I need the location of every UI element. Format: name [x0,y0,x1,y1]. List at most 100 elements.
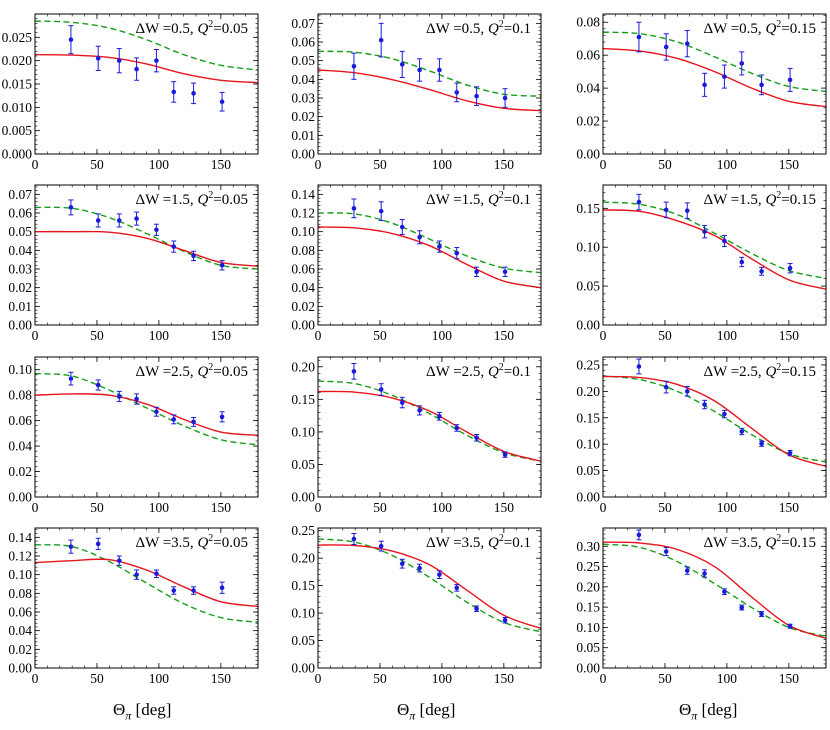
data-point [68,37,74,42]
title-value: =0.1 [504,364,531,380]
title-exponent: 2 [499,190,504,201]
x-tick-label: 150 [779,500,800,515]
x-tick-label: 150 [494,671,515,686]
x-tick-label: 150 [211,157,232,172]
title-value: =0.15 [781,192,816,208]
solid-model-line [318,544,541,630]
y-tick-label: 0.03 [291,91,315,106]
x-tick-label: 100 [149,157,170,172]
title-exponent: 2 [776,533,781,544]
solid-model-line [603,375,826,468]
y-tick-label: 0.04 [8,439,32,454]
data-point [474,93,479,99]
panel-title: ΔW =2.5, Q2=0.05 [135,362,248,380]
data-series [68,199,225,271]
y-tick-label: 0.10 [291,224,315,239]
y-tick-label: 0.000 [2,147,33,162]
data-point [722,589,727,595]
title-exponent: 2 [776,362,781,373]
y-tick-label: 0.08 [291,243,315,258]
data-point [636,34,642,40]
x-tick-label: 50 [90,157,104,172]
title-exponent: 2 [499,362,504,373]
panel-title: ΔW =2.5, Q2=0.1 [426,362,531,380]
x-axis-label-sub: π [691,708,698,723]
y-tick-label: 0.05 [576,279,600,294]
title-delta-w: ΔW =0.5, [426,21,488,37]
y-tick-label: 0.15 [576,600,600,615]
y-tick-label: 0.00 [291,318,315,333]
title-value: =0.05 [213,192,248,208]
y-tick-label: 0.07 [291,16,315,31]
x-axis-label-unit: [deg] [131,700,172,719]
title-q: Q [488,21,499,37]
panel-frame [34,527,259,669]
data-point [116,558,122,563]
data-point [95,56,101,61]
data-point [171,417,177,422]
panel-12: 0.00 0.05 0.10 0.15 0.20 0.25 0.30 0 50 100 150 ΔW … [576,527,827,686]
x-axis-label-col2: Θπ [deg] [397,700,455,723]
y-tick-label: 0.10 [576,240,600,255]
title-value: =0.1 [504,535,531,551]
model-curves [603,375,826,468]
data-point [95,382,101,388]
x-tick-label: 100 [717,500,738,515]
solid-model-line [35,53,258,84]
data-series [351,22,508,108]
data-point [663,384,669,390]
y-tick-label: 0.06 [576,48,600,63]
data-point [378,208,384,214]
data-point [134,66,139,72]
x-tick-label: 0 [600,500,607,515]
data-point [378,37,384,43]
y-tick-label: 0.25 [576,357,600,372]
x-tick-label: 50 [373,500,387,515]
y-tick-label: 0.14 [8,530,32,545]
data-series [351,363,508,458]
data-point [116,218,122,223]
model-curves [318,212,541,289]
dashed-model-line [318,380,541,462]
title-value: =0.1 [504,192,531,208]
x-tick-label: 150 [211,671,232,686]
y-tick-label: 0.03 [8,262,32,277]
title-delta-w: ΔW =1.5, [426,192,488,208]
panel-frame [34,13,259,155]
data-point [454,250,460,256]
data-point [787,265,793,271]
data-point [351,536,357,542]
solid-model-line [35,558,258,608]
y-tick-label: 0.04 [291,72,315,87]
panel-title: ΔW =0.5, Q2=0.15 [703,19,816,37]
data-point [636,532,642,538]
data-point [95,218,101,223]
x-tick-label: 50 [658,500,672,515]
title-delta-w: ΔW =0.5, [135,21,197,37]
solid-model-line [35,230,258,267]
title-value: =0.15 [781,21,816,37]
panel-title: ΔW =3.5, Q2=0.15 [703,533,816,551]
title-delta-w: ΔW =2.5, [135,364,197,380]
panel-8: 0.00 0.05 0.10 0.15 0.20 0 50 100 150 ΔW =2.5, Q2… [291,356,542,515]
x-tick-label: 100 [432,671,453,686]
data-point [684,41,690,46]
solid-model-line [35,393,258,436]
data-point [474,606,479,612]
x-tick-label: 50 [373,671,387,686]
y-tick-label: 0.00 [576,490,600,505]
title-q: Q [488,192,499,208]
data-point [399,62,405,67]
data-point [739,61,745,66]
x-tick-label: 150 [779,328,800,343]
data-point [134,396,139,402]
y-tick-label: 0.15 [291,392,315,407]
y-tick-label: 0.00 [8,490,32,505]
panel-frame [602,184,827,326]
y-tick-label: 0.15 [576,201,600,216]
x-tick-label: 100 [432,328,453,343]
data-point [702,82,707,88]
y-tick-label: 0.04 [8,243,32,258]
y-tick-label: 0.01 [8,299,32,314]
